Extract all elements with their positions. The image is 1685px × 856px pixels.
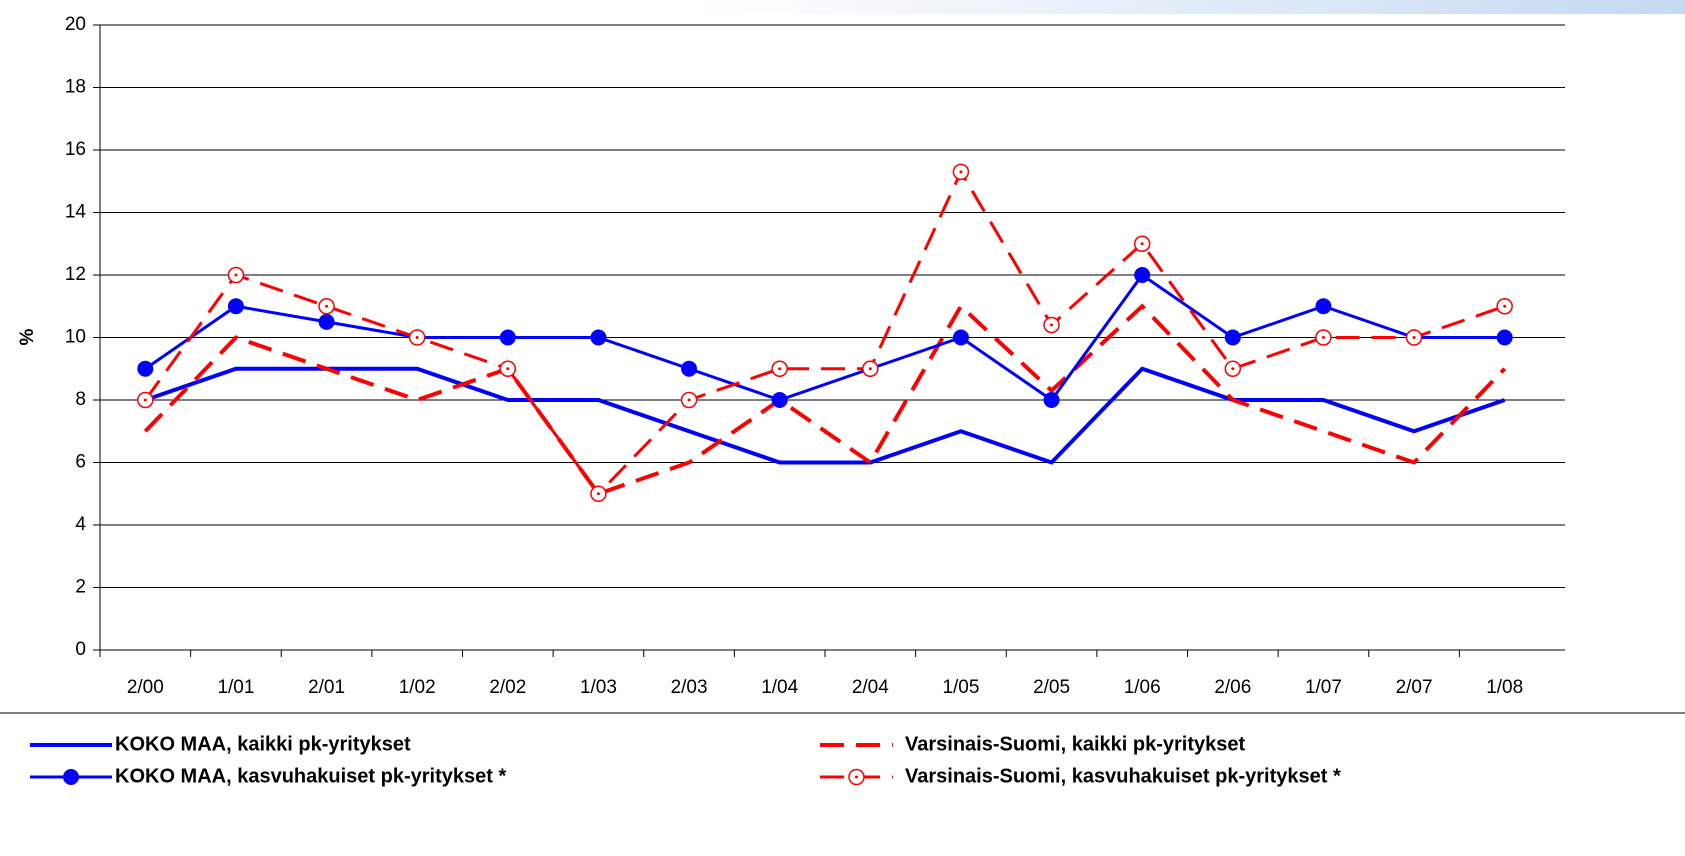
y-tick-label: 20 bbox=[65, 14, 86, 35]
point-marker-dot bbox=[1140, 242, 1144, 246]
legend-label: Varsinais-Suomi, kaikki pk-yritykset bbox=[905, 733, 1246, 755]
point-marker-dot bbox=[1321, 336, 1325, 339]
legend-label: KOKO MAA, kasvuhakuiset pk-yritykset * bbox=[115, 765, 506, 787]
x-tick-label: 2/01 bbox=[308, 677, 345, 698]
point-marker-dot bbox=[1231, 367, 1235, 371]
point-marker-dot bbox=[234, 273, 238, 277]
y-tick-label: 0 bbox=[75, 639, 86, 660]
point-marker bbox=[227, 298, 244, 315]
x-tick-label: 1/08 bbox=[1486, 677, 1523, 698]
x-tick-label: 2/06 bbox=[1214, 677, 1251, 698]
point-marker bbox=[681, 360, 698, 377]
series-line bbox=[143, 303, 1507, 497]
point-marker bbox=[771, 392, 788, 408]
point-marker bbox=[499, 329, 516, 346]
point-marker bbox=[318, 313, 335, 330]
point-marker bbox=[1134, 267, 1151, 283]
point-marker-dot bbox=[1503, 304, 1507, 308]
y-tick-label: 14 bbox=[65, 202, 87, 223]
y-axis-label: % bbox=[17, 328, 38, 345]
y-tick-label: 12 bbox=[65, 264, 86, 285]
point-marker bbox=[1043, 392, 1060, 408]
y-tick-label: 2 bbox=[75, 577, 86, 598]
y-tick-label: 6 bbox=[75, 452, 86, 473]
x-tick-label: 1/04 bbox=[761, 677, 798, 698]
x-tick-label: 2/00 bbox=[127, 677, 164, 698]
point-marker bbox=[137, 360, 154, 377]
y-tick-label: 8 bbox=[75, 389, 86, 410]
x-tick-label: 1/05 bbox=[942, 677, 979, 698]
y-tick-label: 16 bbox=[65, 139, 86, 160]
point-marker-dot bbox=[855, 775, 858, 779]
point-marker bbox=[590, 329, 607, 346]
x-tick-label: 2/07 bbox=[1396, 677, 1433, 698]
point-marker-dot bbox=[778, 367, 782, 371]
x-tick-label: 2/03 bbox=[671, 677, 708, 698]
x-tick-label: 1/07 bbox=[1305, 677, 1342, 698]
x-tick-label: 1/02 bbox=[399, 677, 436, 698]
point-marker bbox=[1496, 329, 1513, 346]
legend-label: KOKO MAA, kaikki pk-yritykset bbox=[115, 733, 411, 755]
header-decoration bbox=[700, 0, 1685, 14]
point-marker bbox=[63, 769, 79, 785]
y-tick-label: 18 bbox=[65, 77, 86, 98]
point-marker-dot bbox=[1412, 336, 1416, 339]
x-tick-label: 1/01 bbox=[217, 677, 254, 698]
point-marker-dot bbox=[1050, 323, 1054, 327]
x-tick-label: 2/04 bbox=[852, 677, 889, 698]
x-tick-label: 2/05 bbox=[1033, 677, 1070, 698]
point-marker bbox=[952, 329, 969, 346]
point-marker bbox=[1315, 298, 1332, 315]
y-tick-label: 4 bbox=[75, 514, 86, 535]
series-line bbox=[144, 366, 1506, 465]
point-marker-dot bbox=[415, 336, 419, 339]
x-tick-label: 1/03 bbox=[580, 677, 617, 698]
point-marker-dot bbox=[506, 367, 510, 371]
point-marker-dot bbox=[143, 398, 147, 402]
point-marker bbox=[1224, 329, 1241, 346]
point-marker-dot bbox=[959, 170, 963, 174]
x-tick-label: 2/02 bbox=[489, 677, 526, 698]
point-marker-dot bbox=[868, 367, 872, 371]
series-line bbox=[144, 272, 1505, 403]
y-tick-label: 10 bbox=[65, 327, 86, 348]
legend-label: Varsinais-Suomi, kasvuhakuiset pk-yrityk… bbox=[905, 765, 1341, 787]
x-tick-label: 1/06 bbox=[1124, 677, 1161, 698]
point-marker-dot bbox=[325, 304, 329, 308]
series-line bbox=[144, 168, 1506, 497]
point-marker-dot bbox=[687, 398, 691, 402]
point-marker-dot bbox=[596, 492, 600, 496]
